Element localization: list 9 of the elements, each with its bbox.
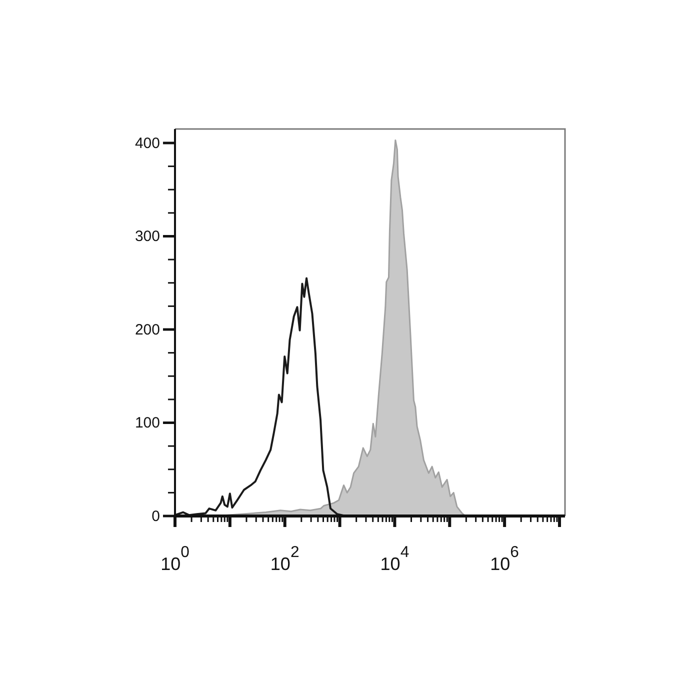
y-tick-label: 100 xyxy=(134,414,160,432)
x-tick-label: 10$^{6}$ xyxy=(490,544,520,574)
y-tick-label: 200 xyxy=(134,321,160,338)
x-tick-label: 10$^{4}$ xyxy=(380,544,410,574)
x-tick-label: 10$^{2}$ xyxy=(270,544,300,574)
y-tick-label: 400 xyxy=(134,134,160,152)
y-tick-label: 0 xyxy=(152,508,160,525)
y-tick-label: 300 xyxy=(134,228,160,246)
x-tick-label: 10$^{0}$ xyxy=(160,544,190,574)
